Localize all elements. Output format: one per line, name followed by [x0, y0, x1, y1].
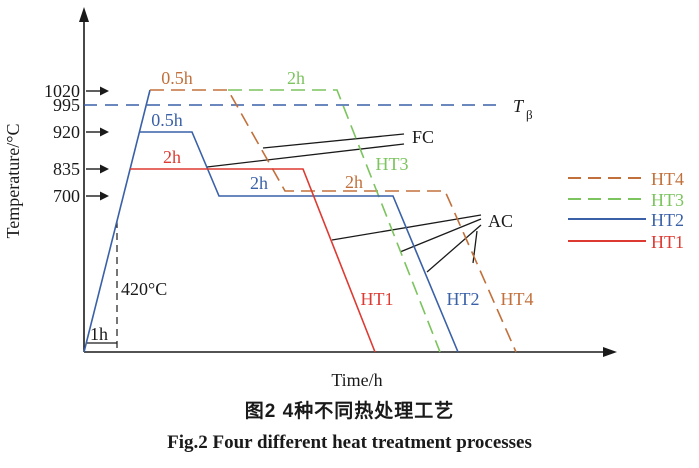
ht1-curve [130, 168, 376, 353]
curve-label-ht2: HT2 [447, 289, 480, 309]
legend-label-ht3: HT3 [651, 190, 684, 210]
label-420c: 420°C [121, 279, 167, 299]
legend-label-ht4: HT4 [651, 169, 684, 189]
common-heating-ramp [83, 89, 151, 353]
legend-label-ht2: HT2 [651, 210, 684, 230]
label-t-beta: T [513, 96, 525, 116]
label-fc: FC [412, 127, 434, 147]
curve-label-ht3: HT3 [376, 154, 409, 174]
ac-pointer-ht2 [426, 224, 482, 273]
hold-label-ht1: 2h [163, 147, 181, 167]
hold-label-ht3: 2h [287, 68, 305, 88]
legend-label-ht1: HT1 [651, 232, 684, 252]
fc-pointer-ht4 [262, 133, 405, 149]
ht3-curve [228, 89, 441, 353]
ytick-995: 995 [53, 95, 80, 115]
curve-label-ht4: HT4 [501, 289, 534, 309]
hold-label-ht2-low: 2h [250, 173, 268, 193]
x-axis-title: Time/h [331, 370, 382, 390]
hold-label-ht2-top: 0.5h [151, 110, 183, 130]
hold-label-ht4-top: 0.5h [161, 68, 193, 88]
label-1h: 1h [90, 324, 108, 344]
ytick-835: 835 [53, 159, 80, 179]
y-axis-title: Temperature/°C [3, 124, 23, 239]
ht2-curve [139, 131, 459, 353]
label-t-beta-subscript: β [526, 107, 533, 122]
ytick-1020: 1020 [44, 81, 80, 101]
tick-arrowhead-835 [100, 164, 109, 174]
caption-chinese: 图2 4种不同热处理工艺 [244, 401, 455, 422]
x-axis-arrowhead [603, 347, 617, 357]
ht4-curve [150, 89, 517, 353]
tick-arrowhead-1020 [100, 86, 109, 96]
ytick-700: 700 [53, 186, 80, 206]
tick-arrowhead-920 [100, 127, 109, 137]
y-axis-arrowhead [79, 7, 89, 22]
fc-pointer-ht2 [206, 143, 405, 168]
caption-english: Fig.2 Four different heat treatment proc… [167, 432, 532, 453]
tick-arrowhead-700 [100, 191, 109, 201]
curve-label-ht1: HT1 [361, 289, 394, 309]
hold-label-ht4-low: 2h [345, 172, 363, 192]
label-ac: AC [488, 211, 513, 231]
ytick-920: 920 [53, 122, 80, 142]
